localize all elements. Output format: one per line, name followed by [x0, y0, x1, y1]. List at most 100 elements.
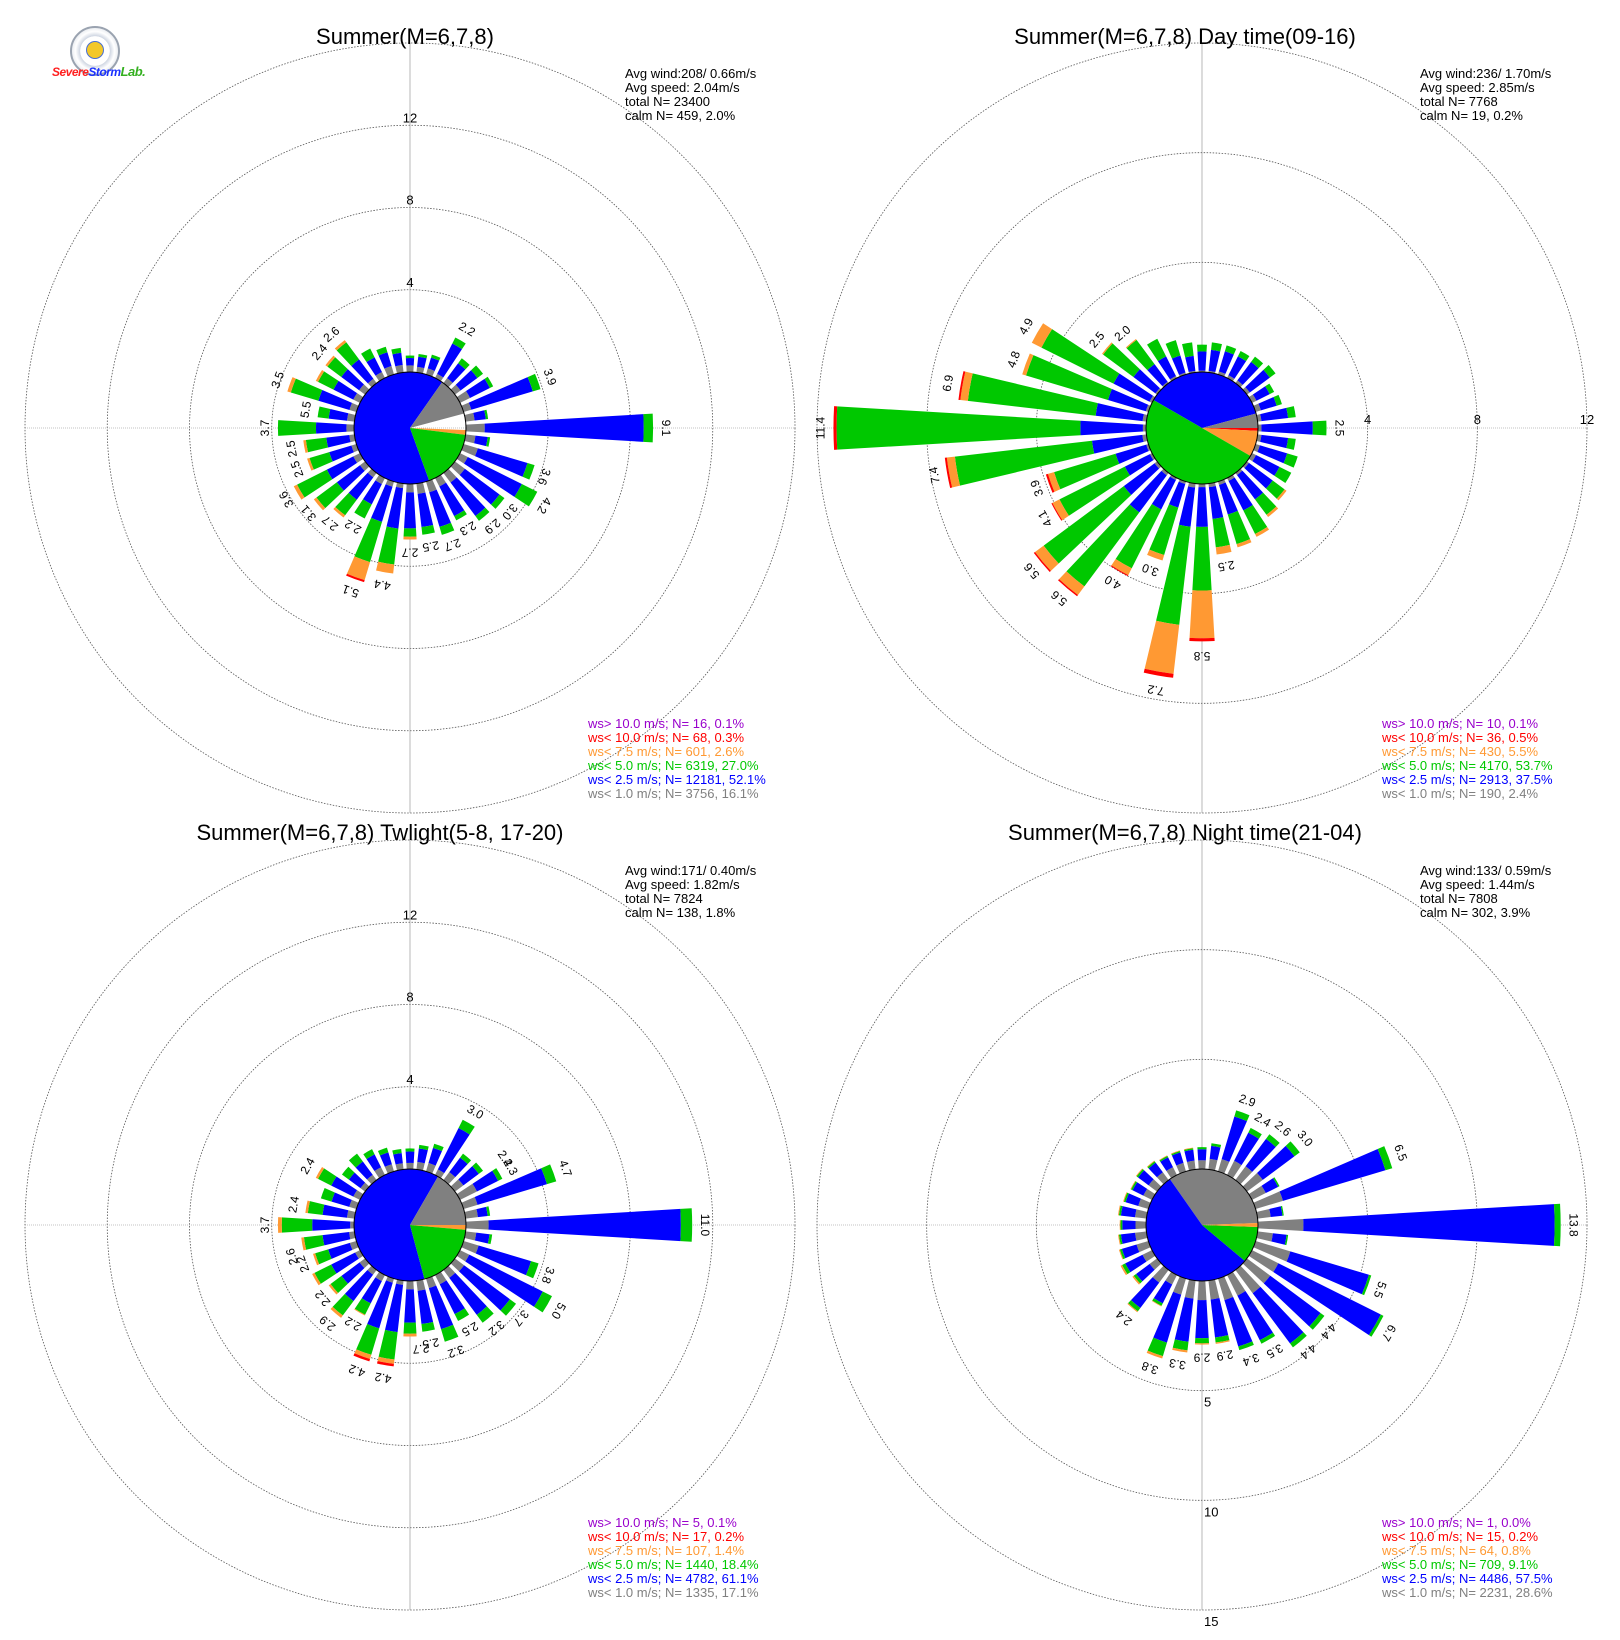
bar-value-label: 2.5: [1332, 420, 1346, 437]
bar-segment-green: [458, 358, 470, 370]
bar-segment-gray: [1253, 1240, 1291, 1262]
bar-segment-green: [500, 1299, 517, 1316]
ring-label: 10: [1204, 1504, 1218, 1519]
calm-pie: [1145, 1168, 1259, 1282]
bar-segment-green: [1248, 1127, 1262, 1139]
bar-segment-blue: [1171, 355, 1186, 375]
stats-line: calm N= 302, 3.9%: [1420, 905, 1531, 920]
bar-segment-green: [954, 440, 1095, 486]
bar-segment-blue: [1257, 1145, 1295, 1180]
bar-segment-gray: [464, 434, 476, 444]
ring-label: 4: [406, 1072, 413, 1087]
bar-segment-blue: [341, 369, 364, 391]
bar-value-label: 3.8: [1139, 1358, 1160, 1377]
bar-segment-orange: [312, 1272, 321, 1286]
chart-title: Summer(M=6,7,8): [316, 24, 494, 49]
bar-segment-gray: [406, 1280, 414, 1290]
bar-segment-blue: [386, 486, 404, 529]
bar-segment-blue: [1252, 455, 1280, 476]
bar-value-label: 2.4: [1252, 1110, 1274, 1131]
bar-segment-blue: [371, 484, 393, 522]
calm-pie: [353, 371, 467, 485]
bar-segment-blue: [378, 352, 392, 369]
pie-outline: [353, 1168, 467, 1282]
bar-segment-green: [1059, 466, 1130, 516]
bar-segment-orange: [328, 1284, 339, 1295]
legend-entry: ws< 10.0 m/s; N= 17, 0.2%: [587, 1529, 745, 1544]
bar-segment-gray: [1248, 1185, 1266, 1200]
bar-segment-green: [967, 373, 1098, 416]
bar-segment-green: [527, 373, 541, 392]
bar-segment-green: [1159, 1155, 1169, 1162]
bar-segment-red: [346, 573, 365, 583]
bar-segment-blue: [447, 363, 466, 383]
bar-value-label: 3.3: [1168, 1356, 1187, 1373]
bar-segment-gray: [349, 1240, 359, 1250]
bar-segment-green: [441, 1324, 459, 1342]
bar-segment-blue: [341, 1262, 365, 1284]
bar-value-label: 7.4: [926, 465, 943, 484]
bar-segment-blue: [458, 1265, 510, 1311]
bar-segment-green: [1194, 1338, 1210, 1344]
bar-segment-green: [1211, 342, 1222, 352]
bar-segment-gray: [350, 1221, 355, 1229]
bar-value-label: 4.8: [1004, 349, 1023, 370]
bar-segment-green: [335, 492, 357, 516]
bar-segment-blue: [437, 343, 462, 378]
stats-line: Avg speed: 2.04m/s: [625, 80, 740, 95]
bar-segment-green: [318, 371, 339, 390]
bar-segment-blue: [1286, 1251, 1369, 1295]
bar-segment-gray: [1179, 372, 1187, 377]
bar-segment-orange: [376, 561, 395, 574]
bar-segment-blue: [473, 410, 486, 421]
bar-segment-green: [305, 437, 329, 453]
bar-segment-blue: [439, 482, 465, 517]
bar-segment-blue: [417, 1148, 428, 1164]
bar-segment-orange: [1052, 499, 1069, 521]
bar-segment-green: [1115, 504, 1162, 569]
pie-slice-green: [1202, 1225, 1258, 1261]
direction-bars: [277, 337, 654, 583]
legend-entry: ws< 7.5 m/s; N= 107, 1.4%: [587, 1543, 745, 1558]
bar-value-label: 11.4: [814, 416, 828, 439]
bar-segment-orange: [354, 1308, 366, 1316]
bar-segment-blue: [428, 1147, 442, 1166]
bar-segment-orange: [1130, 1180, 1136, 1190]
bar-value-label: 2.4: [285, 1195, 302, 1214]
bar-segment-green: [1066, 504, 1140, 587]
bar-segment-green: [1290, 1332, 1307, 1348]
bar-segment-gray: [443, 468, 457, 483]
bar-segment-gray: [367, 378, 377, 388]
ring-label: 5: [1204, 1395, 1211, 1410]
bar-segment-green: [1286, 437, 1296, 450]
bar-segment-green: [1184, 1148, 1194, 1152]
bar-segment-green: [403, 528, 417, 537]
bar-segment-green: [1312, 420, 1327, 436]
bar-segment-orange: [277, 1217, 282, 1233]
bar-segment-green: [354, 517, 383, 563]
bar-segment-blue: [322, 1204, 349, 1218]
bar-segment-green: [330, 1275, 348, 1294]
legend-entry: ws< 2.5 m/s; N= 4486, 57.5%: [1381, 1571, 1553, 1586]
chart-title: Summer(M=6,7,8) Twlight(5-8, 17-20): [196, 820, 563, 845]
bar-segment-blue: [1153, 1280, 1173, 1304]
bar-segment-gray: [1136, 1240, 1151, 1253]
bar-segment-orange: [377, 1356, 395, 1364]
bar-value-label: 4.9: [1016, 315, 1037, 337]
bar-segment-blue: [331, 1192, 352, 1207]
bar-value-label: 3.2: [485, 1317, 507, 1339]
bar-segment-blue: [328, 1242, 353, 1259]
bar-segment-blue: [331, 1176, 358, 1197]
bar-segment-gray: [1235, 380, 1243, 388]
bar-segment-gray: [465, 1220, 489, 1230]
bar-value-label: 11.0: [698, 1214, 712, 1237]
bar-segment-red: [1110, 565, 1129, 577]
bar-value-label: 2.2: [293, 1253, 312, 1274]
bar-segment-red: [944, 457, 953, 488]
bar-segment-green: [454, 1308, 470, 1322]
bar-segment-blue: [404, 492, 416, 529]
bar-value-label: 4.0: [1102, 572, 1124, 593]
bar-segment-blue: [1115, 444, 1149, 464]
